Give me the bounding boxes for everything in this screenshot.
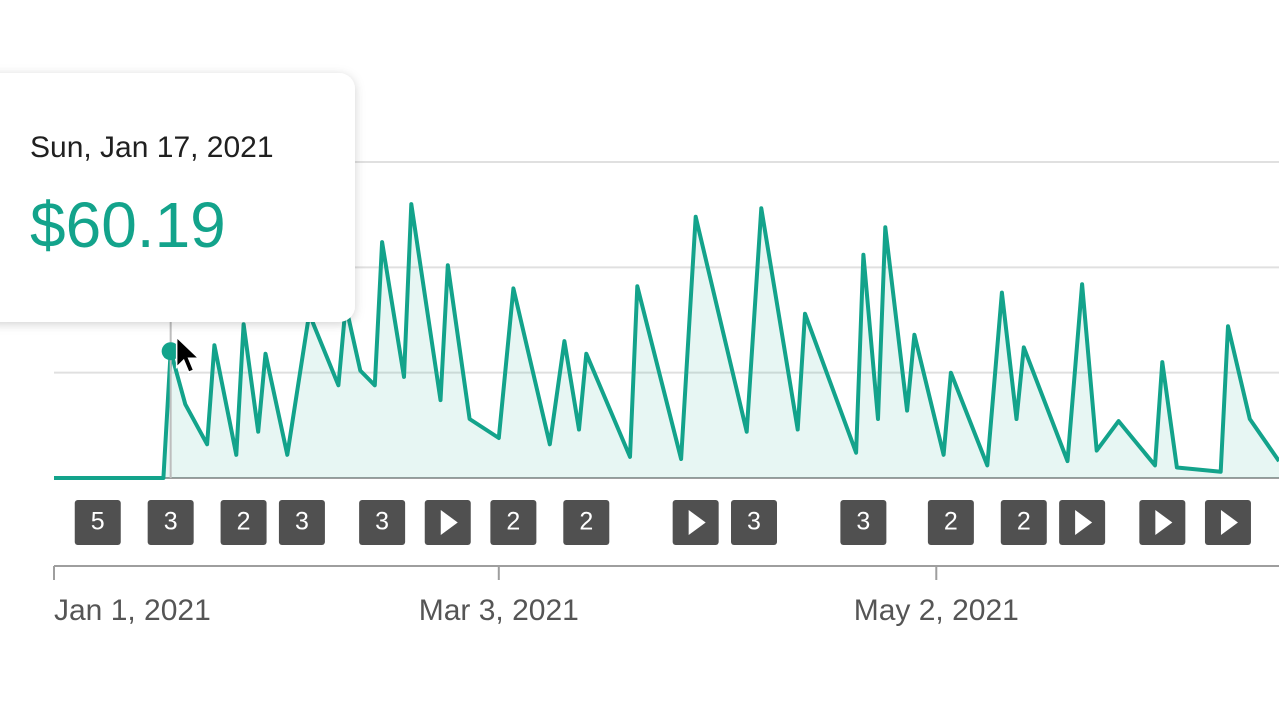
x-tick-label: May 2, 2021 — [854, 594, 1019, 627]
count-marker: 5 — [74, 500, 121, 545]
marker-count: 2 — [237, 508, 251, 536]
marker-count: 3 — [164, 508, 178, 536]
line — [54, 202, 1279, 480]
count-marker: 3 — [278, 500, 325, 545]
hover-point — [161, 342, 180, 361]
marker-box — [147, 500, 194, 545]
tooltip-date: Sun, Jan 17, 2021 — [30, 131, 274, 164]
marker-count: 3 — [856, 508, 870, 536]
count-marker: 2 — [490, 500, 537, 545]
count-marker: 3 — [359, 500, 406, 545]
video-marker — [1059, 500, 1106, 545]
count-marker: 2 — [563, 500, 610, 545]
x-tick-label: Mar 3, 2021 — [419, 594, 579, 627]
marker-count: 2 — [1017, 508, 1031, 536]
marker-count: 2 — [579, 508, 593, 536]
play-icon — [1075, 510, 1093, 535]
marker-box — [74, 500, 121, 545]
area — [54, 204, 1279, 478]
play-icon — [1220, 510, 1238, 535]
x-axis: Jan 1, 2021 Mar 3, 2021 May 2, 2021 — [53, 565, 1279, 627]
play-icon — [1155, 510, 1173, 535]
marker-box — [490, 500, 537, 545]
marker-box — [278, 500, 325, 545]
play-icon — [440, 510, 458, 535]
marker-count: 3 — [295, 508, 309, 536]
markers: 5 3 2 3 3 2 2 3 3 2 2 — [74, 500, 1251, 545]
tooltip-box — [0, 73, 355, 322]
x-tick-label: Jan 1, 2021 — [54, 594, 211, 627]
marker-count: 3 — [375, 508, 389, 536]
mouse-cursor — [175, 335, 201, 374]
video-marker — [1204, 500, 1251, 545]
marker-box — [927, 500, 974, 545]
marker-count: 3 — [747, 508, 761, 536]
marker-box — [1000, 500, 1047, 545]
count-marker: 2 — [220, 500, 267, 545]
marker-box — [731, 500, 777, 545]
marker-count: 5 — [91, 508, 105, 536]
tooltip-value: $60.19 — [30, 189, 226, 261]
marker-box — [840, 500, 887, 545]
count-marker: 3 — [840, 500, 887, 545]
video-marker — [1139, 500, 1186, 545]
marker-box — [563, 500, 610, 545]
count-marker: 2 — [927, 500, 974, 545]
marker-count: 2 — [506, 508, 520, 536]
marker-box — [359, 500, 406, 545]
video-marker — [424, 500, 471, 545]
count-marker: 3 — [147, 500, 194, 545]
video-marker — [672, 500, 719, 545]
count-marker: 3 — [731, 500, 777, 545]
tooltip: Sun, Jan 17, 2021 $60.19 — [0, 73, 355, 322]
count-marker: 2 — [1000, 500, 1047, 545]
marker-box — [220, 500, 267, 545]
marker-count: 2 — [944, 508, 958, 536]
play-icon — [688, 510, 706, 535]
